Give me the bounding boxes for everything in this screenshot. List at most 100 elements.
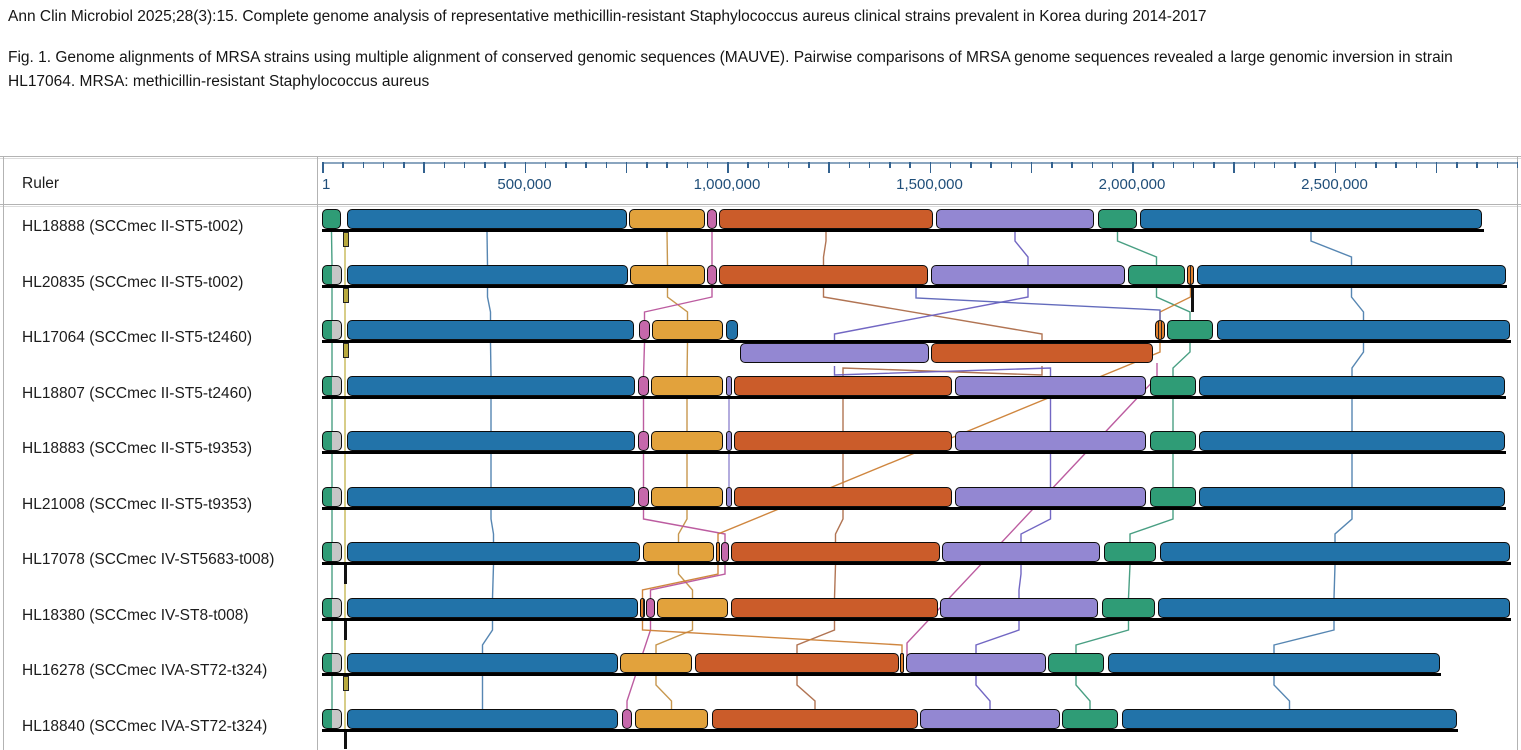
lcb-block-g2[interactable] [1167, 320, 1213, 340]
lcb-block-g2[interactable] [1102, 598, 1155, 618]
lcb-block-pu[interactable] [955, 487, 1146, 507]
lcb-block-b2[interactable] [1122, 709, 1457, 729]
lcb-block-b1[interactable] [347, 653, 618, 673]
lcb-block-os[interactable] [716, 542, 720, 562]
lcb-block-b1[interactable] [347, 542, 640, 562]
lcb-block-pk[interactable] [638, 376, 649, 396]
lcb-block-or[interactable] [620, 653, 692, 673]
lcb-block-pk[interactable] [707, 209, 717, 229]
lcb-block-os[interactable] [1155, 320, 1165, 340]
lcb-block-b1[interactable] [347, 265, 628, 285]
lcb-block-g1[interactable] [322, 320, 342, 340]
lcb-block-rd[interactable] [731, 542, 940, 562]
ruler-tick [403, 162, 405, 168]
lcb-block-pk[interactable] [639, 320, 650, 340]
lcb-block-g2[interactable] [1128, 265, 1185, 285]
lcb-block-g1[interactable] [322, 598, 342, 618]
lcb-block-g1[interactable] [322, 265, 342, 285]
ruler-tick [1415, 162, 1417, 168]
lcb-block-b2[interactable] [1199, 431, 1505, 451]
lcb-block-or[interactable] [635, 709, 708, 729]
lcb-block-g1[interactable] [322, 653, 342, 673]
lcb-block-pu[interactable] [936, 209, 1094, 229]
lcb-block-or[interactable] [629, 209, 705, 229]
figure-caption: Fig. 1. Genome alignments of MRSA strain… [8, 49, 1453, 90]
lcb-block-b2[interactable] [1140, 209, 1482, 229]
lcb-block-rd[interactable] [734, 431, 952, 451]
lcb-block-g1[interactable] [322, 431, 342, 451]
lcb-block-or[interactable] [652, 320, 723, 340]
lcb-block-rd[interactable] [719, 209, 933, 229]
lcb-block-rd[interactable] [695, 653, 899, 673]
lcb-block-os[interactable] [1187, 265, 1194, 285]
lcb-block-rd[interactable] [712, 709, 918, 729]
lcb-block-pk[interactable] [646, 598, 655, 618]
lcb-block-rd[interactable] [731, 598, 938, 618]
lcb-block-or[interactable] [651, 431, 723, 451]
lcb-block-ps[interactable] [726, 431, 732, 451]
lcb-block-b1[interactable] [347, 598, 638, 618]
lcb-block-b2[interactable] [1108, 653, 1440, 673]
lcb-block-g1[interactable] [322, 542, 342, 562]
lcb-block-pu[interactable] [920, 709, 1060, 729]
lcb-block-rd[interactable] [734, 376, 952, 396]
lcb-block-b2[interactable] [1158, 598, 1510, 618]
lcb-block-or[interactable] [651, 376, 723, 396]
lcb-block-b1[interactable] [347, 487, 635, 507]
connector-line [833, 564, 837, 599]
lcb-block-pk[interactable] [707, 265, 717, 285]
ruler-tick [828, 162, 830, 173]
lcb-block-ps[interactable] [726, 376, 732, 396]
lcb-block-b1[interactable] [347, 320, 634, 340]
lcb-block-or[interactable] [657, 598, 728, 618]
lcb-block-pu[interactable] [740, 343, 929, 363]
genome-baseline [322, 340, 1511, 343]
lcb-block-pu[interactable] [955, 376, 1146, 396]
ruler-tick [727, 162, 729, 173]
lcb-block-or[interactable] [643, 542, 714, 562]
connector-line [643, 288, 713, 320]
lcb-block-pu[interactable] [940, 598, 1098, 618]
lcb-block-pk[interactable] [622, 709, 632, 729]
lcb-block-g2[interactable] [1150, 431, 1196, 451]
lcb-block-b1[interactable] [347, 431, 635, 451]
lcb-block-g1[interactable] [322, 209, 341, 229]
lcb-block-bs[interactable] [726, 320, 738, 340]
lcb-block-g1[interactable] [322, 709, 342, 729]
lcb-block-pu[interactable] [931, 265, 1125, 285]
lcb-block-b1[interactable] [347, 709, 618, 729]
lcb-block-pk[interactable] [638, 487, 649, 507]
lcb-block-g1[interactable] [322, 487, 342, 507]
ruler-separator-inner [0, 206, 1521, 207]
lcb-block-b1[interactable] [347, 376, 635, 396]
lcb-block-or[interactable] [651, 487, 723, 507]
lcb-block-g2[interactable] [1150, 487, 1196, 507]
lcb-block-os[interactable] [640, 598, 645, 618]
lcb-block-pk[interactable] [721, 542, 729, 562]
lcb-block-or[interactable] [630, 265, 705, 285]
lcb-block-b2[interactable] [1160, 542, 1510, 562]
lcb-block-ps[interactable] [726, 487, 732, 507]
lcb-block-g1[interactable] [322, 376, 342, 396]
lcb-block-b2[interactable] [1199, 376, 1505, 396]
lcb-block-b2[interactable] [1199, 487, 1505, 507]
lcb-block-pu[interactable] [942, 542, 1100, 562]
lcb-block-rd[interactable] [931, 343, 1153, 363]
lcb-block-b2[interactable] [1197, 265, 1506, 285]
connector-line [642, 342, 646, 377]
lcb-block-g2[interactable] [1048, 653, 1104, 673]
lcb-block-b1[interactable] [347, 209, 627, 229]
lcb-block-rd[interactable] [719, 265, 928, 285]
lcb-block-pk[interactable] [638, 431, 649, 451]
lcb-block-g2[interactable] [1062, 709, 1118, 729]
lcb-block-rd[interactable] [734, 487, 952, 507]
ruler-tick [1435, 162, 1438, 173]
lcb-block-g2[interactable] [1104, 542, 1156, 562]
lcb-block-b2[interactable] [1217, 320, 1510, 340]
lcb-block-g2[interactable] [1098, 209, 1137, 229]
lcb-block-pu[interactable] [906, 653, 1046, 673]
lcb-block-os[interactable] [900, 653, 904, 673]
lcb-block-g2[interactable] [1150, 376, 1196, 396]
lcb-block-pu[interactable] [955, 431, 1146, 451]
